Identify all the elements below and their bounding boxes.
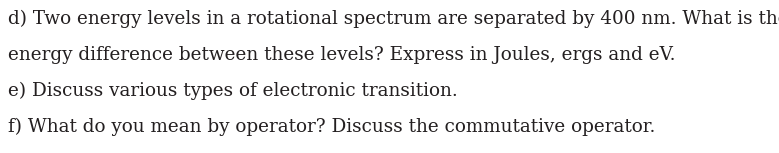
Text: e) Discuss various types of electronic transition.: e) Discuss various types of electronic t… <box>8 82 457 100</box>
Text: f) What do you mean by operator? Discuss the commutative operator.: f) What do you mean by operator? Discuss… <box>8 118 655 136</box>
Text: d) Two energy levels in a rotational spectrum are separated by 400 nm. What is t: d) Two energy levels in a rotational spe… <box>8 10 779 28</box>
Text: energy difference between these levels? Express in Joules, ergs and eV.: energy difference between these levels? … <box>8 46 675 64</box>
